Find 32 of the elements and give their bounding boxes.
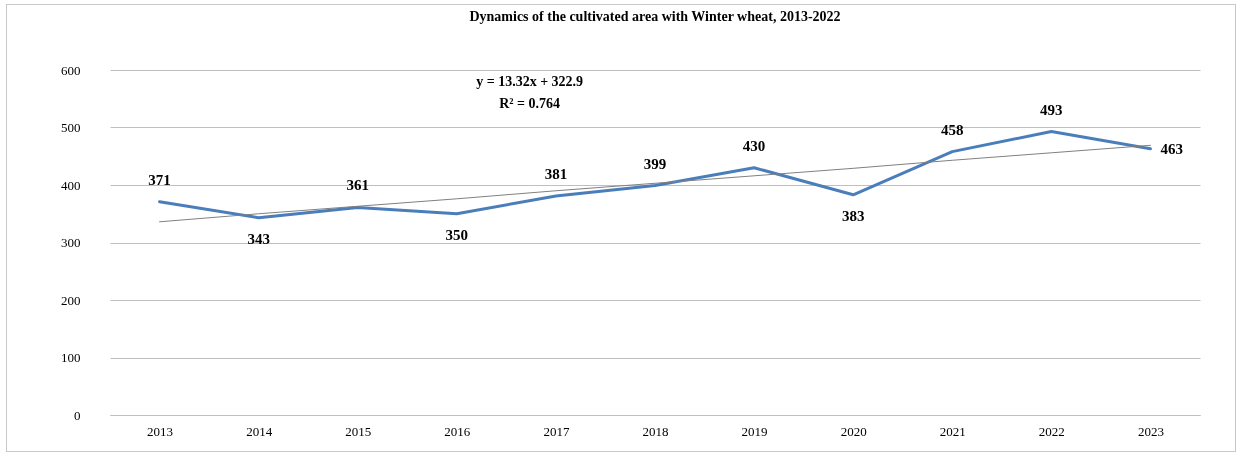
x-tick-label: 2022 bbox=[1038, 423, 1065, 439]
data-label: 383 bbox=[841, 207, 865, 224]
x-tick-label: 2015 bbox=[345, 423, 372, 439]
y-tick-label: 0 bbox=[74, 407, 81, 423]
data-label: 493 bbox=[1040, 101, 1063, 118]
data-label: 371 bbox=[148, 171, 171, 188]
data-label: 343 bbox=[247, 230, 270, 247]
annotation: R² = 0.764 bbox=[499, 96, 561, 111]
data-label: 350 bbox=[445, 226, 469, 243]
y-tick-label: 200 bbox=[61, 292, 81, 308]
chart-title: Dynamics of the cultivated area with Winter wheat, 2013-2022 bbox=[469, 9, 841, 24]
y-tick-label: 500 bbox=[61, 120, 81, 135]
y-tick-label: 600 bbox=[61, 62, 81, 78]
x-tick-label: 2020 bbox=[840, 423, 867, 439]
x-tick-label: 2016 bbox=[444, 423, 471, 439]
data-label: 361 bbox=[346, 177, 369, 194]
x-tick-label: 2018 bbox=[642, 423, 669, 439]
x-tick-label: 2014 bbox=[246, 423, 273, 439]
data-label: 458 bbox=[941, 121, 964, 138]
data-label: 430 bbox=[742, 137, 766, 154]
x-tick-label: 2023 bbox=[1137, 423, 1164, 439]
data-label: 399 bbox=[643, 155, 667, 172]
y-tick-label: 100 bbox=[61, 350, 81, 365]
y-tick-label: 300 bbox=[61, 235, 81, 250]
annotation: y = 13.32x + 322.9 bbox=[476, 74, 584, 89]
x-tick-label: 2013 bbox=[147, 423, 174, 439]
x-tick-label: 2021 bbox=[939, 423, 966, 439]
data-label: 463 bbox=[1160, 140, 1183, 157]
x-tick-label: 2017 bbox=[543, 423, 570, 439]
x-tick-label: 2019 bbox=[741, 423, 768, 439]
data-label: 381 bbox=[544, 165, 568, 182]
y-tick-label: 400 bbox=[61, 177, 81, 193]
